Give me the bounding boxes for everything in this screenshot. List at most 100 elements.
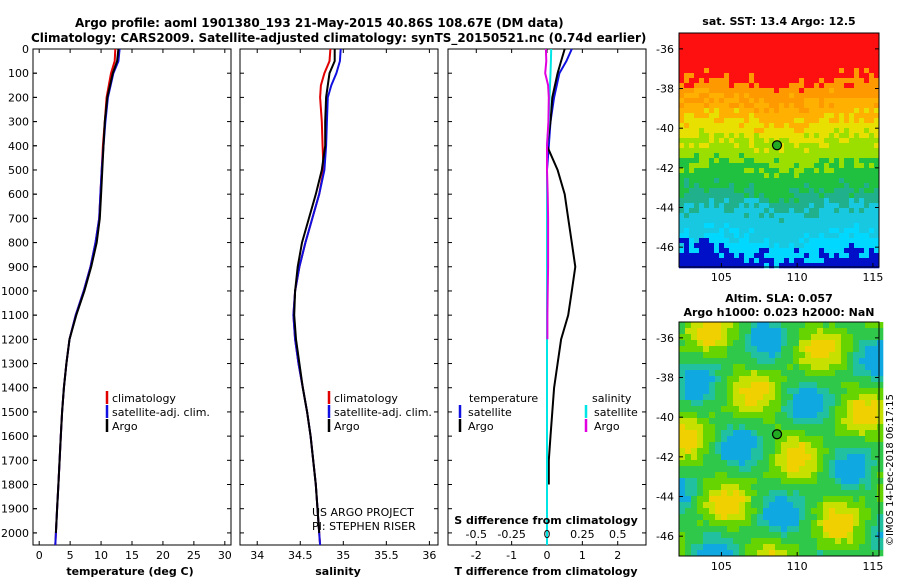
map-cell	[799, 123, 805, 129]
map-cell	[871, 448, 878, 455]
map-cell	[685, 466, 692, 473]
map-cell	[733, 520, 740, 527]
map-cell	[859, 63, 865, 69]
s-diff-tick-label: -0.25	[497, 528, 525, 541]
map-cell	[844, 133, 850, 139]
map-cell	[689, 203, 695, 209]
map-cell	[874, 43, 880, 49]
map-cell	[784, 33, 790, 39]
map-cell	[787, 460, 794, 467]
map-cell	[721, 544, 728, 551]
map-cell	[829, 370, 836, 377]
map-cell	[727, 394, 734, 401]
map-cell	[769, 148, 775, 154]
map-cell	[709, 113, 715, 119]
map-cell	[685, 358, 692, 365]
map-cell	[679, 448, 686, 455]
map-cell	[745, 376, 752, 383]
map-cell	[877, 454, 884, 461]
map-cell	[754, 73, 760, 79]
map-cell	[779, 163, 785, 169]
map-cell	[819, 63, 825, 69]
map-cell	[805, 484, 812, 491]
map-cell	[729, 143, 735, 149]
map-cell	[739, 178, 745, 184]
map-cell	[744, 63, 750, 69]
map-cell	[871, 406, 878, 413]
map-cell	[769, 400, 776, 407]
map-cell	[724, 83, 730, 89]
map-cell	[779, 93, 785, 99]
map-cell	[874, 68, 880, 74]
map-cell	[769, 436, 776, 443]
map-cell	[727, 322, 734, 329]
map-cell	[714, 53, 720, 59]
map-cell	[729, 78, 735, 84]
map-cell	[871, 526, 878, 533]
map-cell	[763, 406, 770, 413]
map-cell	[754, 118, 760, 124]
map-cell	[757, 358, 764, 365]
map-cell	[817, 442, 824, 449]
map-cell	[811, 394, 818, 401]
map-cell	[859, 376, 866, 383]
map-cell	[789, 193, 795, 199]
depth-tick-label: 0	[22, 43, 29, 56]
map-cell	[699, 198, 705, 204]
map-cell	[744, 178, 750, 184]
map-cell	[784, 48, 790, 54]
map-cell	[834, 148, 840, 154]
map-cell	[749, 233, 755, 239]
map-cell	[784, 83, 790, 89]
map-cell	[864, 53, 870, 59]
map-cell	[694, 168, 700, 174]
map-cell	[844, 213, 850, 219]
map-cell	[745, 400, 752, 407]
map-cell	[865, 358, 872, 365]
map-cell	[709, 478, 716, 485]
map-cell	[774, 98, 780, 104]
map-cell	[697, 520, 704, 527]
map-cell	[819, 233, 825, 239]
map-cell	[769, 168, 775, 174]
map-cell	[799, 388, 806, 395]
map-cell	[757, 514, 764, 521]
map-cell	[679, 478, 686, 485]
map-cell	[799, 442, 806, 449]
map-cell	[847, 466, 854, 473]
map-cell	[794, 103, 800, 109]
map-cell	[849, 93, 855, 99]
map-cell	[685, 538, 692, 545]
map-cell	[787, 382, 794, 389]
map-cell	[819, 238, 825, 244]
x-tick-label: 30	[218, 549, 232, 562]
map-cell	[799, 253, 805, 259]
x-tick-label: 35.5	[374, 549, 399, 562]
map-cell	[757, 526, 764, 533]
map-cell	[763, 334, 770, 341]
map-cell	[779, 58, 785, 64]
map-x-tick-label: 110	[787, 560, 808, 573]
map-cell	[739, 394, 746, 401]
map-cell	[829, 238, 835, 244]
map-cell	[679, 38, 685, 44]
map-cell	[829, 520, 836, 527]
map-cell	[787, 346, 794, 353]
map-cell	[805, 538, 812, 545]
map-cell	[714, 173, 720, 179]
map-cell	[841, 358, 848, 365]
map-cell	[794, 258, 800, 264]
map-cell	[739, 203, 745, 209]
map-cell	[691, 466, 698, 473]
map-cell	[847, 394, 854, 401]
map-cell	[829, 143, 835, 149]
map-cell	[739, 538, 746, 545]
map-cell	[779, 43, 785, 49]
map-cell	[703, 418, 710, 425]
map-cell	[757, 442, 764, 449]
map-cell	[769, 460, 776, 467]
map-cell	[871, 478, 878, 485]
map-cell	[834, 213, 840, 219]
map-cell	[839, 88, 845, 94]
map-cell	[744, 258, 750, 264]
